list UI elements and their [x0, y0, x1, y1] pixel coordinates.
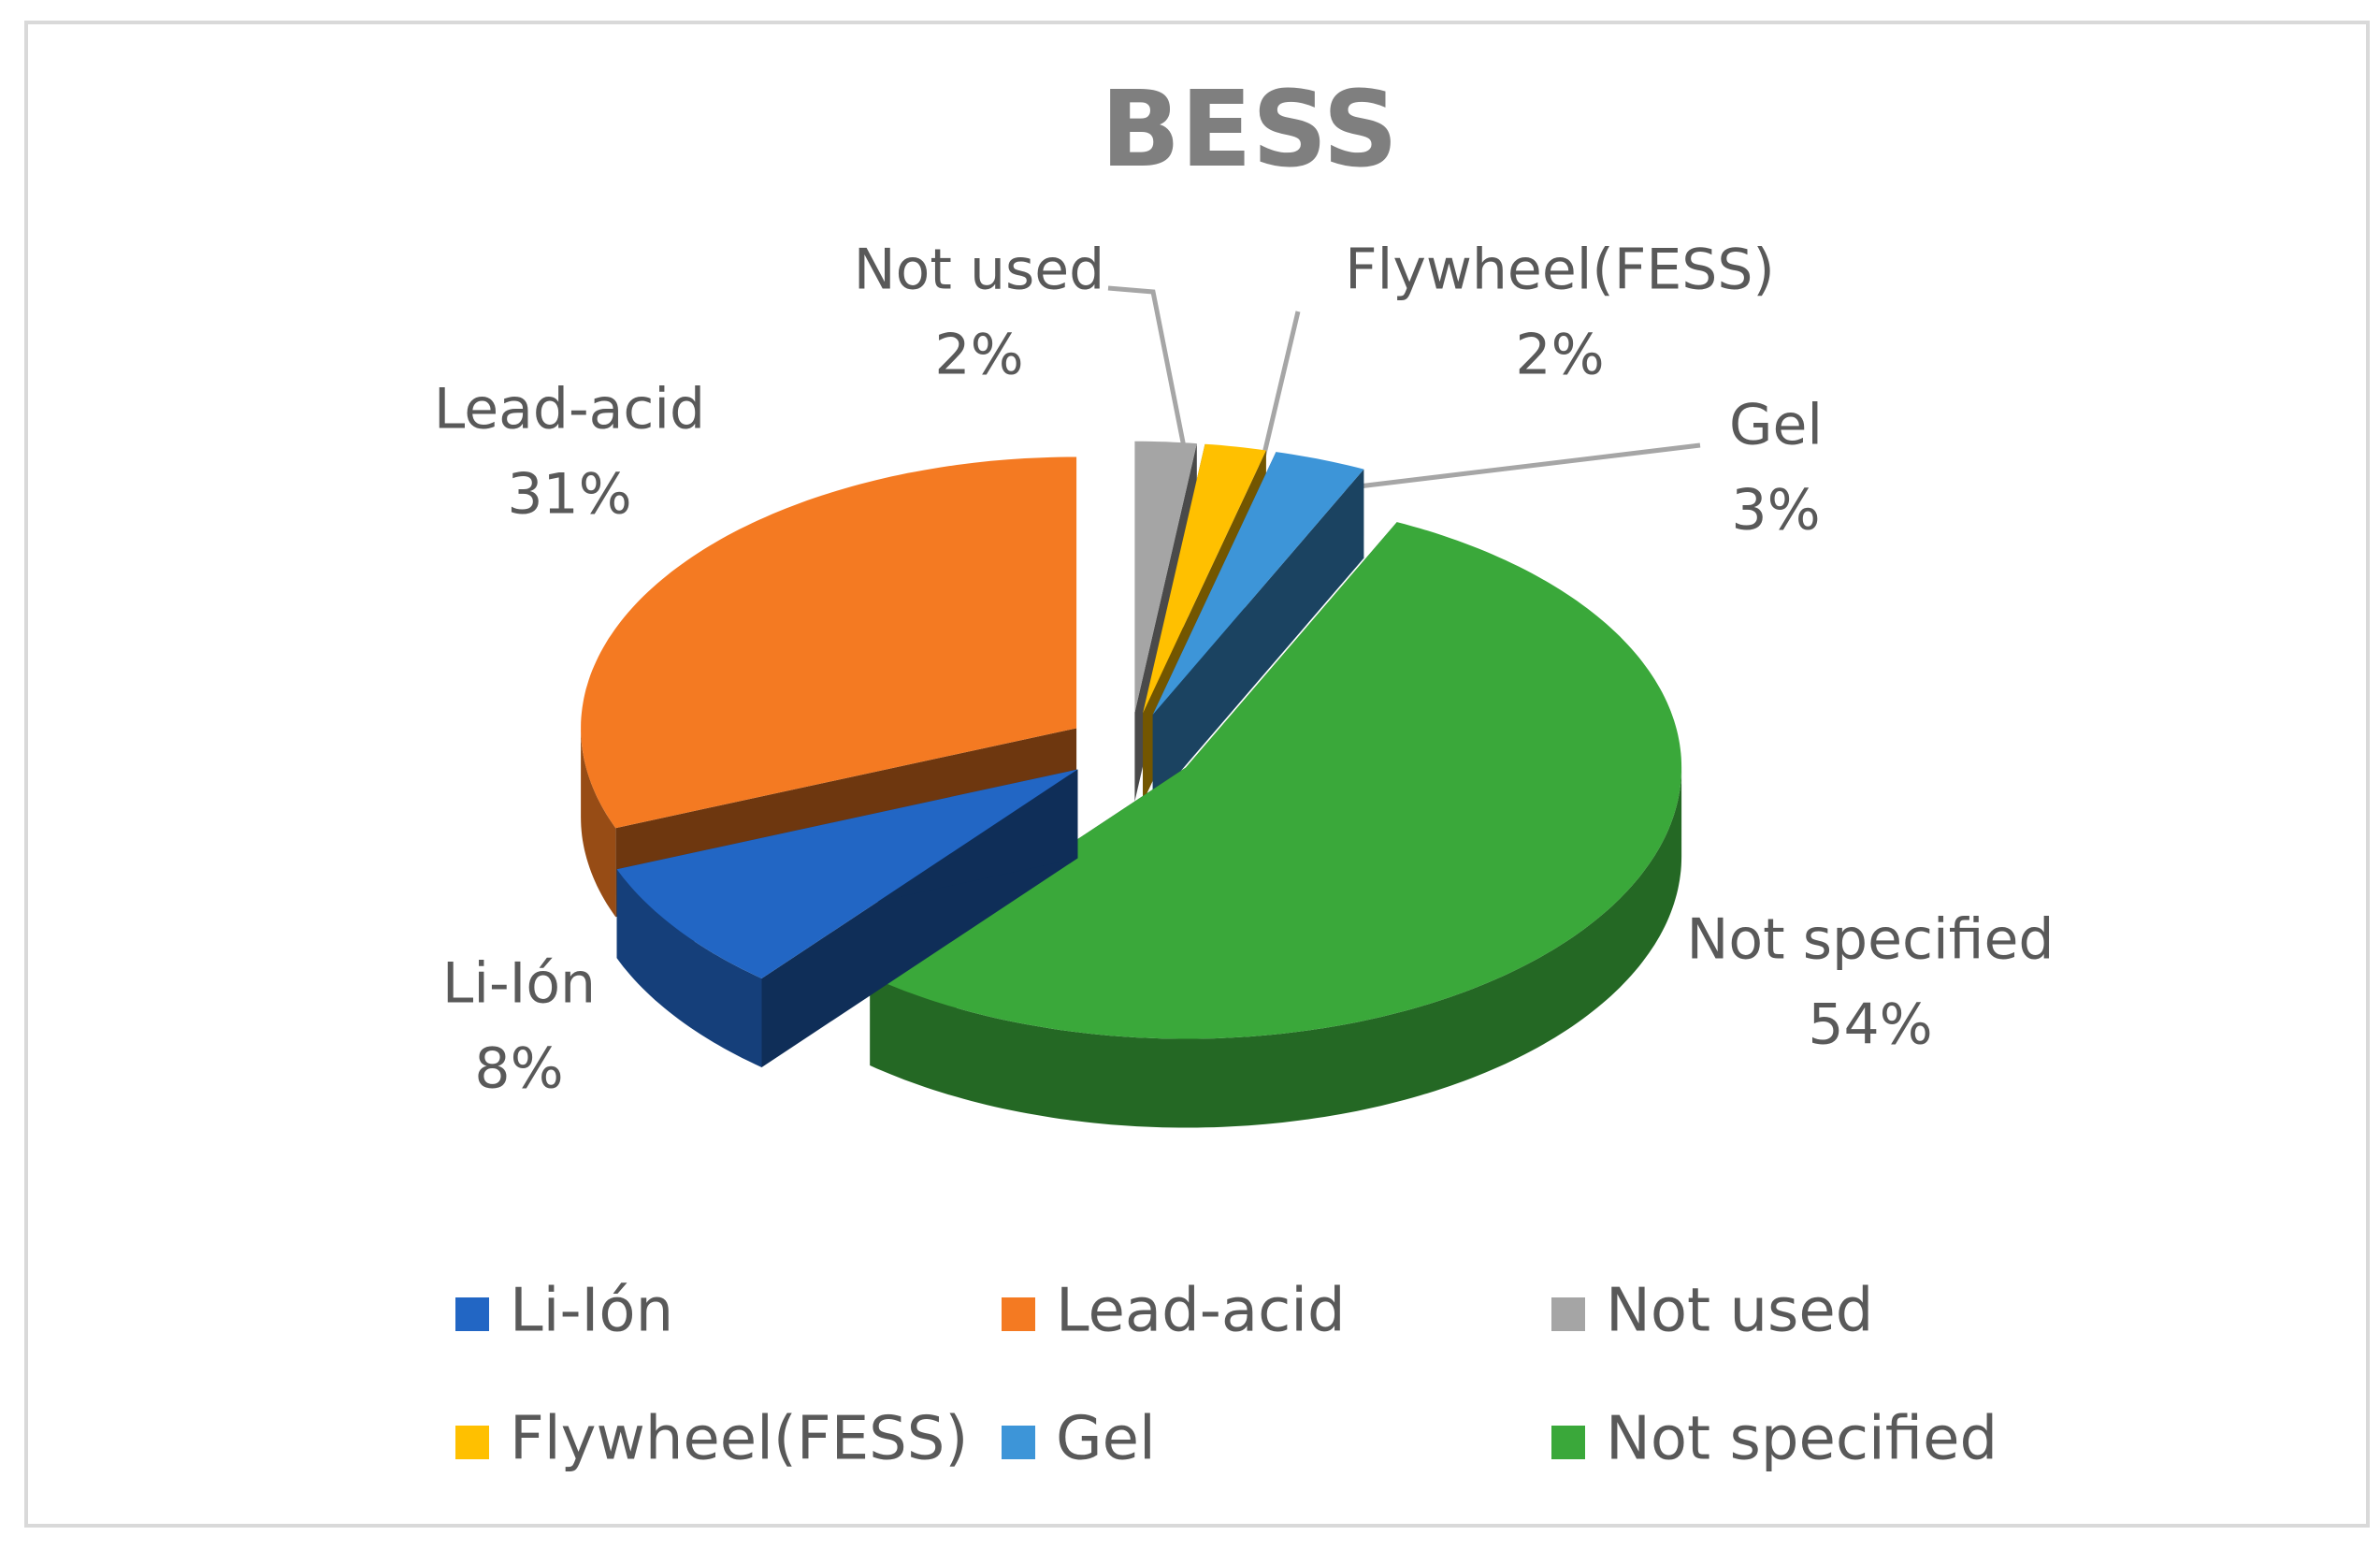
leader-line	[1107, 285, 1191, 471]
data-label-name: Not used	[854, 238, 1104, 303]
slice	[870, 522, 1682, 1128]
data-label-value: 31%	[507, 462, 631, 528]
legend: Li-Ión Lead-acid Not used Flywheel(FESS) Gel…	[455, 1277, 1998, 1474]
legend-swatch	[455, 1426, 489, 1459]
data-label-value: 3%	[1731, 478, 1820, 543]
data-label-value: 2%	[934, 323, 1023, 388]
slice-side	[581, 728, 616, 918]
slice-top	[616, 769, 1078, 978]
legend-label: Flywheel(FESS)	[510, 1405, 968, 1474]
data-label-value: 54%	[1808, 992, 1932, 1058]
legend-swatch	[1002, 1297, 1035, 1331]
slice-top	[1143, 443, 1266, 714]
data-label-name: Gel	[1729, 393, 1823, 458]
legend-swatch	[1002, 1426, 1035, 1459]
legend-label: Li-Ión	[510, 1277, 673, 1346]
data-label-name: Lead-acid	[434, 377, 705, 442]
chart-title: BESS	[1101, 69, 1398, 191]
slice	[1152, 452, 1364, 804]
pie	[581, 441, 1682, 1128]
slice-top	[870, 522, 1682, 1039]
leader-lines	[1107, 285, 1701, 492]
leader-line	[1257, 311, 1301, 474]
legend-label: Not used	[1606, 1277, 1873, 1346]
legend-swatch	[1551, 1426, 1585, 1459]
legend-swatch	[455, 1297, 489, 1331]
legend-label: Gel	[1056, 1405, 1156, 1474]
slice-top	[1134, 441, 1197, 713]
data-label-name: Not specified	[1687, 907, 2055, 973]
data-label-value: 8%	[474, 1036, 563, 1102]
slice-side	[870, 767, 1682, 1128]
data-label-value: 2%	[1515, 323, 1604, 388]
leader-line	[1334, 442, 1701, 492]
slice-radial-wall	[1152, 469, 1364, 804]
slice-top	[1152, 452, 1364, 715]
slice	[616, 769, 1078, 1067]
legend-swatch	[1551, 1297, 1585, 1331]
data-label-name: Flywheel(FESS)	[1345, 238, 1775, 303]
data-labels: Li-Ión 8% Lead-acid 31% Not used 2% Flywheel(F…	[434, 238, 2055, 1102]
data-label-name: Li-Ión	[442, 951, 596, 1017]
legend-label: Lead-acid	[1056, 1277, 1346, 1346]
slice-side	[616, 869, 762, 1067]
legend-label: Not specified	[1606, 1405, 1998, 1474]
slice-top	[581, 456, 1077, 829]
